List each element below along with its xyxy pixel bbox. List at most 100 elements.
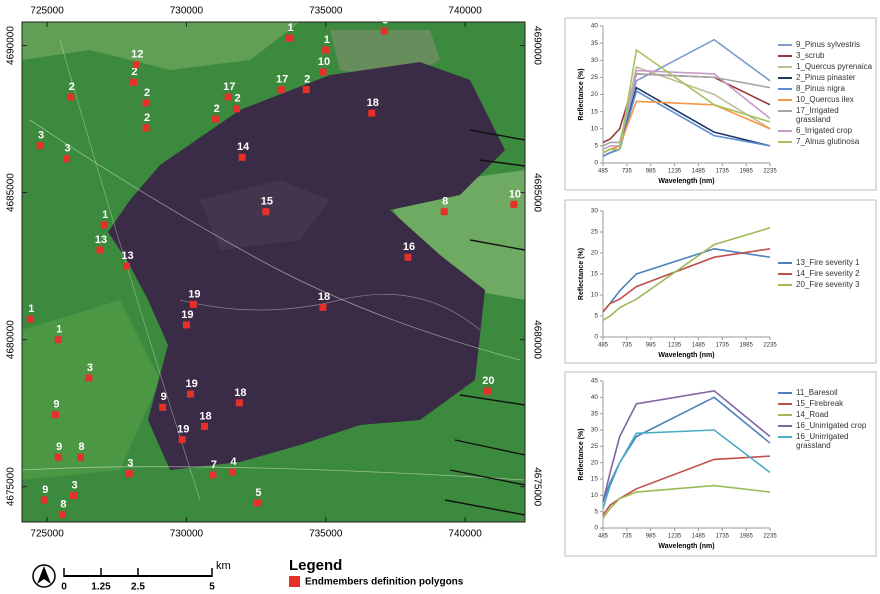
legend-entry: 16_Unirrigated grassland bbox=[778, 432, 874, 450]
polygon-label: 2 bbox=[304, 74, 310, 86]
legend-swatch bbox=[778, 110, 792, 112]
endmember-polygon bbox=[183, 321, 190, 328]
legend-swatch bbox=[778, 436, 792, 438]
y-tick-label: 35 bbox=[591, 40, 599, 47]
x-tick-label: 985 bbox=[646, 169, 657, 175]
endmember-polygon bbox=[85, 374, 92, 381]
x-tick-label: 1485 bbox=[692, 534, 706, 540]
figure: Legend Endmembers definition polygons 72… bbox=[0, 0, 880, 594]
y-tick-label: 30 bbox=[591, 427, 599, 434]
polygon-label: 8 bbox=[78, 441, 84, 453]
polygon-label: 15 bbox=[261, 196, 273, 208]
y-tick-label: 40 bbox=[591, 394, 599, 401]
endmember-polygon bbox=[254, 499, 261, 506]
north-arrow bbox=[33, 565, 55, 587]
endmember-polygon bbox=[55, 454, 62, 461]
satellite-image bbox=[22, 22, 525, 522]
polygon-label: 5 bbox=[255, 487, 261, 499]
y-tick-label: 5 bbox=[594, 143, 598, 150]
polygon-label: 1 bbox=[56, 324, 62, 336]
legend-swatch bbox=[778, 273, 792, 275]
legend-label: 16_Unirrigated grassland bbox=[796, 432, 874, 450]
y-tick-label: 45 bbox=[591, 378, 599, 385]
endmember-polygon bbox=[236, 399, 243, 406]
endmember-polygon bbox=[59, 511, 66, 518]
polygon-label: 8 bbox=[60, 499, 66, 511]
polygon-label: 4 bbox=[230, 456, 237, 468]
polygon-label: 2 bbox=[69, 81, 75, 93]
polygon-label: 18 bbox=[367, 97, 379, 109]
legend-item: Endmembers definition polygons bbox=[305, 577, 464, 588]
x-tick-label: 735000 bbox=[309, 529, 343, 540]
legend-entry: 1_Quercus pyrenaica bbox=[778, 62, 874, 71]
y-tick-label: 30 bbox=[591, 57, 599, 64]
y-tick-label: 15 bbox=[591, 476, 599, 483]
x-tick-label: 985 bbox=[646, 343, 657, 349]
canvas: Legend Endmembers definition polygons 72… bbox=[0, 0, 880, 594]
x-tick-label: 1235 bbox=[668, 169, 682, 175]
polygon-label: 1 bbox=[324, 34, 330, 46]
legend-swatch bbox=[778, 130, 792, 132]
scale-unit: km bbox=[216, 560, 231, 572]
legend-label: 2_Pinus pinaster bbox=[796, 73, 856, 82]
polygon-label: 3 bbox=[87, 362, 93, 374]
endmember-polygon bbox=[55, 336, 62, 343]
polygon-label: 2 bbox=[144, 87, 150, 99]
polygon-label: 3 bbox=[127, 457, 133, 469]
y-tick-label: 25 bbox=[591, 74, 599, 81]
y-tick-label: 4685000 bbox=[6, 173, 17, 212]
polygon-label: 9 bbox=[56, 441, 62, 453]
legend-label: 15_Firebreak bbox=[796, 399, 843, 408]
endmember-polygon bbox=[286, 35, 293, 42]
endmember-polygon bbox=[97, 246, 104, 253]
polygon-label: 2 bbox=[235, 93, 241, 105]
x-axis-label: Wavelength (nm) bbox=[658, 178, 714, 185]
polygon-label: 18 bbox=[318, 291, 330, 303]
scale-label: 2.5 bbox=[131, 582, 145, 593]
x-tick-label: 735 bbox=[622, 169, 633, 175]
legend-swatch bbox=[778, 66, 792, 68]
endmember-polygon bbox=[233, 105, 240, 112]
endmember-polygon bbox=[484, 388, 491, 395]
x-tick-label: 735 bbox=[622, 343, 633, 349]
y-tick-label: 25 bbox=[591, 443, 599, 450]
x-tick-label: 740000 bbox=[448, 529, 482, 540]
polygon-label: 9 bbox=[161, 391, 167, 403]
y-axis-label: Reflectance (%) bbox=[578, 68, 585, 120]
endmember-polygon bbox=[37, 142, 44, 149]
endmember-polygon bbox=[123, 263, 130, 270]
polygon-label: 13 bbox=[121, 250, 133, 262]
endmember-polygon bbox=[225, 94, 232, 101]
legend-entry: 10_Quercus ilex bbox=[778, 95, 874, 104]
legend-label: 14_Fire severity 2 bbox=[796, 269, 860, 278]
legend-entry: 9_Pinus sylvestris bbox=[778, 40, 874, 49]
y-tick-label: 4675000 bbox=[6, 467, 17, 506]
y-tick-label: 5 bbox=[594, 313, 598, 320]
legend-label: 20_Fire severity 3 bbox=[796, 280, 860, 289]
endmember-polygon bbox=[27, 316, 34, 323]
endmember-polygon bbox=[201, 423, 208, 430]
y-tick-label: 10 bbox=[591, 492, 599, 499]
endmember-polygon bbox=[278, 86, 285, 93]
legend-entry: 6_Irrigated crop bbox=[778, 126, 874, 135]
polygon-label: 12 bbox=[131, 49, 143, 61]
x-tick-label: 2235 bbox=[763, 169, 777, 175]
polygon-label: 3 bbox=[71, 479, 77, 491]
legend-label: 9_Pinus sylvestris bbox=[796, 40, 860, 49]
endmember-polygon bbox=[143, 124, 150, 131]
y-tick-label: 10 bbox=[591, 292, 599, 299]
y-tick-label: 0 bbox=[594, 525, 598, 532]
legend-label: 8_Pinus nigra bbox=[796, 84, 845, 93]
x-tick-label: 485 bbox=[598, 169, 609, 175]
polygon-label: 19 bbox=[177, 424, 189, 436]
x-tick-label: 725000 bbox=[30, 529, 64, 540]
legend-swatch bbox=[289, 576, 300, 587]
endmember-polygon bbox=[510, 201, 517, 208]
endmember-polygon bbox=[126, 470, 133, 477]
legend-label: 10_Quercus ilex bbox=[796, 95, 854, 104]
polygon-label: 19 bbox=[185, 378, 197, 390]
y-tick-label: 40 bbox=[591, 23, 599, 30]
x-tick-label: 1235 bbox=[668, 534, 682, 540]
legend-title: Legend bbox=[289, 557, 342, 574]
